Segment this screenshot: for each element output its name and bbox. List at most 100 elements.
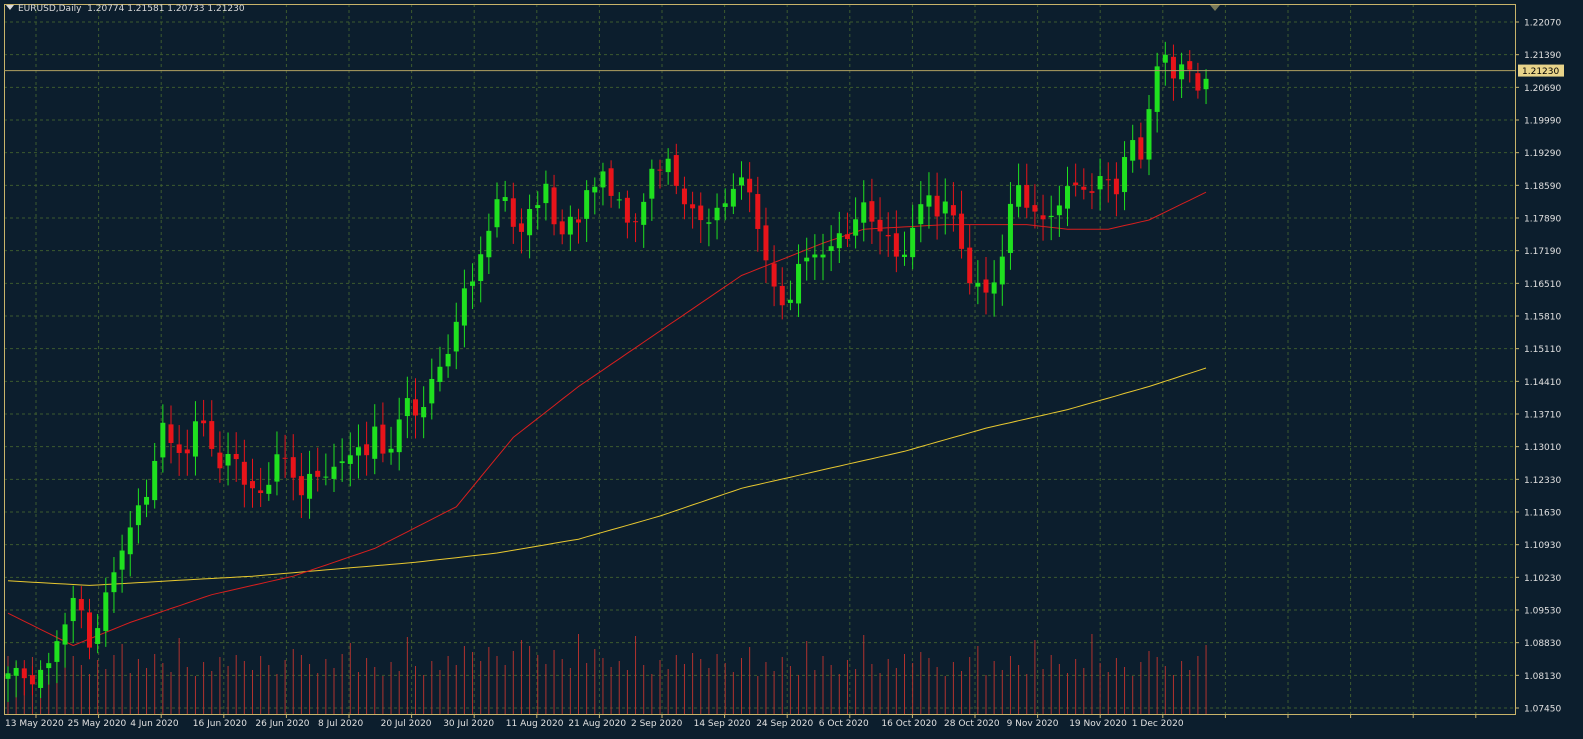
bull-candle xyxy=(706,222,712,224)
bear-candle xyxy=(380,424,386,454)
bear-candle xyxy=(1170,56,1176,79)
bear-candle xyxy=(551,187,557,225)
bear-candle xyxy=(934,195,940,217)
bull-candle xyxy=(1048,215,1054,218)
date-axis-label: 25 May 2020 xyxy=(68,719,127,729)
bull-candle xyxy=(1179,64,1185,80)
bull-candle xyxy=(494,199,500,228)
bear-candle xyxy=(29,675,35,685)
date-axis-label: 16 Oct 2020 xyxy=(881,719,937,729)
date-axis-label: 2 Sep 2020 xyxy=(631,719,683,729)
bear-candle xyxy=(698,205,704,221)
bear-candle xyxy=(967,247,973,284)
bull-candle xyxy=(739,177,744,186)
price-axis-label: 1.14410 xyxy=(1524,378,1561,388)
price-axis-label: 1.07450 xyxy=(1524,705,1561,715)
price-axis-label: 1.20690 xyxy=(1524,84,1561,94)
bear-candle xyxy=(576,219,581,223)
volume-bars xyxy=(7,634,1207,714)
bull-candle xyxy=(730,188,736,207)
price-axis-label: 1.10930 xyxy=(1524,541,1561,551)
bear-candle xyxy=(1195,73,1201,91)
bear-candle xyxy=(633,221,639,223)
bull-candle xyxy=(103,592,109,631)
collapse-triangle-icon[interactable] xyxy=(6,5,14,10)
bear-candle xyxy=(657,169,663,171)
bull-candle xyxy=(160,422,166,458)
bull-candle xyxy=(616,199,622,201)
last-price-label: 1.21230 xyxy=(1522,67,1559,77)
bull-candle xyxy=(331,466,337,479)
bull-candle xyxy=(991,282,997,294)
bull-candle xyxy=(38,669,44,688)
bear-candle xyxy=(364,444,370,456)
date-axis-label: 16 Jun 2020 xyxy=(193,719,247,729)
bull-candle xyxy=(1122,157,1128,193)
chart-axes: 1.22070 1.21390 1.20690 1.19990 1.19290 1.185… xyxy=(4,4,1564,729)
bull-candle xyxy=(323,476,329,478)
price-axis-label: 1.11630 xyxy=(1524,509,1561,519)
bull-candle xyxy=(1056,205,1062,216)
bull-candle xyxy=(70,597,76,622)
bull-candle xyxy=(722,203,728,207)
bull-candle xyxy=(429,378,435,404)
bull-candle xyxy=(135,505,141,526)
bull-candle xyxy=(388,448,394,453)
price-axis-label: 1.16510 xyxy=(1524,280,1561,290)
bear-candle xyxy=(21,668,27,679)
bull-candle xyxy=(486,230,492,258)
bull-candle xyxy=(1097,176,1103,190)
bull-candle xyxy=(902,254,907,257)
ma-fast-line xyxy=(7,191,1207,647)
chart-grid xyxy=(4,4,1515,714)
bear-candle xyxy=(315,470,321,477)
bull-candle xyxy=(1203,78,1209,90)
price-axis-label: 1.13710 xyxy=(1524,411,1561,421)
bull-candle xyxy=(119,550,125,570)
bull-candle xyxy=(592,186,598,193)
bull-candle xyxy=(804,257,810,262)
bear-candle xyxy=(78,598,84,611)
date-axis-label: 21 Aug 2020 xyxy=(568,719,626,729)
bull-candle xyxy=(347,455,353,464)
bull-candle xyxy=(274,454,280,482)
price-axis-label: 1.21390 xyxy=(1524,51,1561,61)
bull-candle xyxy=(1065,186,1070,209)
price-axis-label: 1.17890 xyxy=(1524,215,1561,225)
bull-candle xyxy=(1130,140,1136,161)
bull-candle xyxy=(225,453,231,466)
bear-candle xyxy=(950,205,956,216)
bear-candle xyxy=(1040,215,1046,220)
bull-candle xyxy=(1146,109,1152,160)
bull-candle xyxy=(975,282,981,287)
ma-slow-line xyxy=(7,367,1207,586)
bear-candle xyxy=(1032,205,1038,212)
bull-candle xyxy=(13,667,19,676)
bull-candle xyxy=(1016,185,1022,207)
price-axis-label: 1.08130 xyxy=(1524,672,1561,682)
last-price-badge xyxy=(1518,64,1564,77)
date-axis-label: 14 Sep 2020 xyxy=(694,719,751,729)
bull-candle xyxy=(54,641,60,662)
bear-candle xyxy=(510,198,516,227)
bull-candle xyxy=(836,233,842,249)
bull-candle xyxy=(926,195,932,207)
bull-candle xyxy=(1007,203,1013,253)
bear-candle xyxy=(184,449,190,454)
symbol-timeframe: EURUSD,Daily xyxy=(18,4,82,14)
bull-candle xyxy=(535,205,541,209)
bull-candle xyxy=(853,219,859,236)
bear-candle xyxy=(201,420,207,424)
bear-candle xyxy=(559,221,565,235)
bull-candle xyxy=(5,673,11,679)
bull-candle xyxy=(714,207,720,221)
bear-candle xyxy=(1113,178,1119,195)
plot-frame xyxy=(4,4,1516,715)
bull-candle xyxy=(543,183,549,204)
bear-candle xyxy=(241,461,247,485)
bear-candle xyxy=(959,213,965,249)
bull-candle xyxy=(421,407,427,418)
bull-candle xyxy=(567,216,573,235)
